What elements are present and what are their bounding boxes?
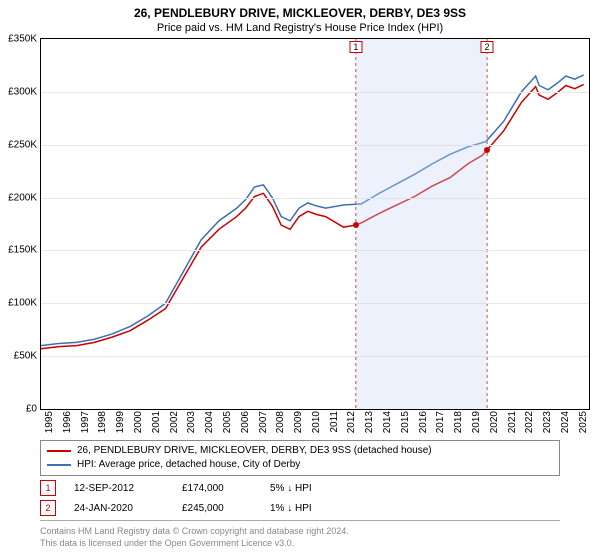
marker-label: 2 [481, 41, 494, 53]
y-gridline [41, 250, 589, 251]
y-tick-label: £250K [1, 139, 37, 150]
chart-svg [41, 39, 589, 409]
x-tick-label: 2006 [240, 409, 251, 433]
legend-swatch [47, 450, 71, 452]
chart-legend: 26, PENDLEBURY DRIVE, MICKLEOVER, DERBY,… [40, 440, 560, 476]
x-tick-label: 2004 [204, 409, 215, 433]
event-row: 2 24-JAN-2020 £245,000 1% ↓ HPI [40, 500, 560, 516]
y-gridline [41, 198, 589, 199]
event-price: £174,000 [182, 483, 252, 494]
legend-row: 26, PENDLEBURY DRIVE, MICKLEOVER, DERBY,… [47, 444, 553, 458]
credits-line2: This data is licensed under the Open Gov… [40, 537, 560, 549]
x-tick-label: 2010 [311, 409, 322, 433]
x-tick-label: 1996 [62, 409, 73, 433]
event-marker [484, 147, 490, 153]
series-price_paid [41, 84, 584, 348]
event-date: 24-JAN-2020 [74, 503, 164, 514]
y-tick-label: £200K [1, 192, 37, 203]
x-tick-label: 1998 [97, 409, 108, 433]
event-marker [353, 222, 359, 228]
x-tick-label: 2024 [560, 409, 571, 433]
event-price: £245,000 [182, 503, 252, 514]
y-gridline [41, 303, 589, 304]
price-chart: £0£50K£100K£150K£200K£250K£300K£350K1995… [40, 38, 590, 410]
x-tick-label: 2001 [151, 409, 162, 433]
x-tick-label: 2014 [382, 409, 393, 433]
page-title: 26, PENDLEBURY DRIVE, MICKLEOVER, DERBY,… [0, 0, 600, 20]
x-tick-label: 2011 [329, 409, 340, 433]
x-tick-label: 2003 [186, 409, 197, 433]
x-tick-label: 2019 [471, 409, 482, 433]
y-tick-label: £0 [1, 404, 37, 415]
x-tick-label: 2007 [258, 409, 269, 433]
x-tick-label: 1997 [80, 409, 91, 433]
y-gridline [41, 92, 589, 93]
x-tick-label: 2002 [169, 409, 180, 433]
events-table: 1 12-SEP-2012 £174,000 5% ↓ HPI 2 24-JAN-2020… [40, 480, 560, 516]
legend-row: HPI: Average price, detached house, City… [47, 458, 553, 472]
series-hpi [41, 75, 584, 346]
legend-swatch [47, 464, 71, 466]
event-delta: 1% ↓ HPI [270, 503, 360, 514]
y-tick-label: £100K [1, 298, 37, 309]
x-tick-label: 1995 [44, 409, 55, 433]
y-tick-label: £350K [1, 34, 37, 45]
marker-label: 1 [349, 41, 362, 53]
x-tick-label: 2017 [435, 409, 446, 433]
event-index: 1 [40, 480, 56, 496]
x-tick-label: 2022 [524, 409, 535, 433]
event-row: 1 12-SEP-2012 £174,000 5% ↓ HPI [40, 480, 560, 496]
x-tick-label: 2013 [364, 409, 375, 433]
x-tick-label: 2015 [400, 409, 411, 433]
x-tick-label: 2016 [418, 409, 429, 433]
x-tick-label: 2018 [453, 409, 464, 433]
x-tick-label: 2005 [222, 409, 233, 433]
x-tick-label: 2023 [542, 409, 553, 433]
event-date: 12-SEP-2012 [74, 483, 164, 494]
x-tick-label: 2020 [489, 409, 500, 433]
legend-label: HPI: Average price, detached house, City… [77, 458, 300, 472]
page-subtitle: Price paid vs. HM Land Registry's House … [0, 20, 600, 38]
event-index: 2 [40, 500, 56, 516]
y-tick-label: £50K [1, 351, 37, 362]
x-tick-label: 2008 [275, 409, 286, 433]
y-tick-label: £150K [1, 245, 37, 256]
shaded-region [356, 39, 487, 409]
y-tick-label: £300K [1, 86, 37, 97]
legend-label: 26, PENDLEBURY DRIVE, MICKLEOVER, DERBY,… [77, 444, 432, 458]
x-tick-label: 2009 [293, 409, 304, 433]
event-delta: 5% ↓ HPI [270, 483, 360, 494]
y-gridline [41, 356, 589, 357]
y-gridline [41, 145, 589, 146]
x-tick-label: 2000 [133, 409, 144, 433]
x-tick-label: 2025 [578, 409, 589, 433]
x-tick-label: 2021 [507, 409, 518, 433]
x-tick-label: 1999 [115, 409, 126, 433]
credits-line1: Contains HM Land Registry data © Crown c… [40, 525, 560, 537]
credits: Contains HM Land Registry data © Crown c… [40, 520, 560, 549]
x-tick-label: 2012 [346, 409, 357, 433]
